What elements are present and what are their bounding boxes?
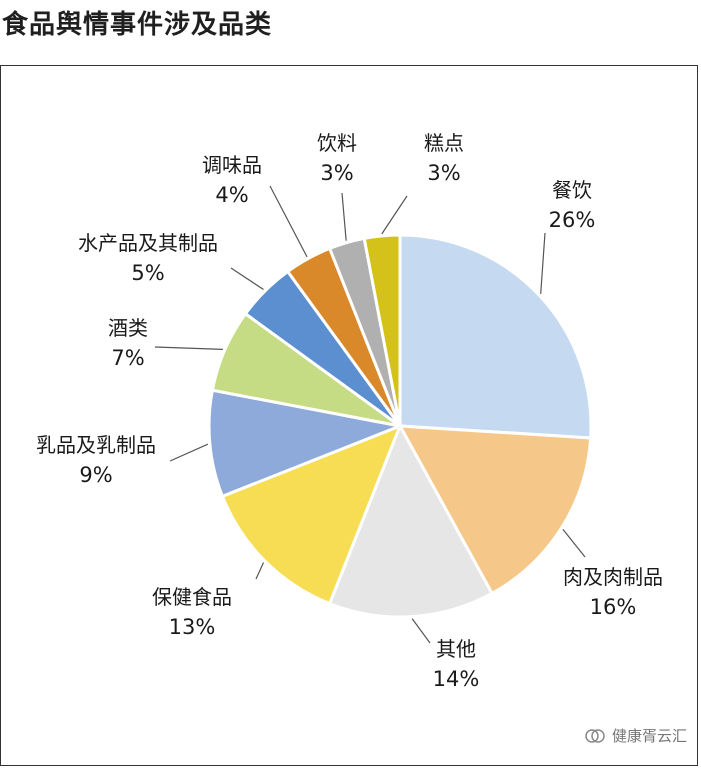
slice-percent: 14% — [433, 667, 480, 691]
leader-line — [411, 618, 431, 644]
pie-slice — [397, 424, 593, 596]
chart-frame — [0, 65, 698, 766]
slice-percent: 5% — [131, 261, 164, 285]
slice-label: 保健食品 — [152, 585, 232, 609]
watermark: 健康胥云汇 — [584, 725, 687, 746]
pie-slice — [207, 388, 406, 499]
leader-line — [169, 443, 209, 462]
pie-slice — [220, 423, 403, 606]
slice-percent: 16% — [590, 595, 637, 619]
slice-percent: 3% — [427, 161, 460, 185]
chart-title: 食品舆情事件涉及品类 — [2, 10, 273, 40]
slice-label: 饮料 — [317, 131, 357, 155]
slice-label: 餐饮 — [552, 178, 592, 202]
slice-label: 肉及肉制品 — [563, 565, 663, 589]
slice-percent: 4% — [215, 183, 248, 207]
leader-line — [230, 267, 264, 291]
pie-slice — [327, 422, 495, 619]
slice-label: 糕点 — [424, 131, 464, 155]
leader-line — [269, 185, 308, 258]
leader-line — [562, 529, 586, 558]
leader-line — [255, 562, 265, 580]
slice-percent: 26% — [549, 208, 596, 232]
slice-percent: 7% — [111, 346, 144, 370]
pie-slice — [398, 233, 593, 440]
leader-line — [540, 232, 546, 294]
leader-line — [154, 346, 223, 350]
slice-percent: 9% — [79, 463, 112, 487]
slice-percent: 13% — [169, 615, 216, 639]
leader-line — [341, 192, 347, 241]
watermark-text: 健康胥云汇 — [611, 727, 687, 745]
slice-label: 乳品及乳制品 — [36, 433, 156, 457]
leader-line — [381, 195, 408, 235]
slice-percent: 3% — [320, 161, 353, 185]
slice-label: 调味品 — [202, 153, 262, 177]
slice-label: 酒类 — [108, 316, 148, 340]
slice-label: 其他 — [436, 637, 476, 661]
pie-slice — [362, 233, 402, 427]
slice-label: 水产品及其制品 — [78, 231, 218, 255]
wechat-icon — [585, 728, 605, 743]
